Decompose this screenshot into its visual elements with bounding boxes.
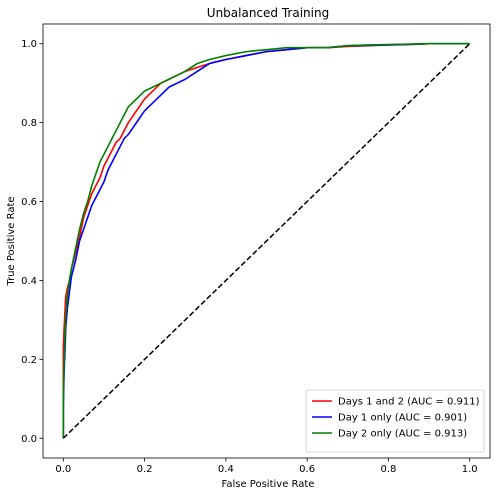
legend-entry-label: Day 2 only (AUC = 0.913) <box>338 429 467 440</box>
y-tick-label: 1.0 <box>21 39 37 50</box>
y-tick-label: 0.8 <box>21 118 37 129</box>
legend-entry-label: Days 1 and 2 (AUC = 0.911) <box>338 397 480 408</box>
legend-entry-label: Day 1 only (AUC = 0.901) <box>338 413 467 424</box>
chance-diagonal-line <box>62 43 471 439</box>
y-tick-label: 0.4 <box>21 276 37 287</box>
series-line-3 <box>62 42 470 439</box>
x-axis-label: False Positive Rate <box>222 479 315 490</box>
y-tick-label: 0.2 <box>21 355 37 366</box>
plot-area: 0.0 0.2 0.4 0.6 0.8 1.0 0.0 0.2 0.4 0.6 0.8 1.0 Days… <box>21 23 491 475</box>
axes-frame <box>42 23 491 459</box>
y-axis-label: True Positive Rate <box>6 196 17 286</box>
x-tick-label: 0.0 <box>55 464 71 475</box>
x-tick-label: 0.6 <box>299 464 315 475</box>
x-tick-label: 0.2 <box>137 464 153 475</box>
chart-title: Unbalanced Training <box>207 6 329 20</box>
y-tick-label: 0.0 <box>21 434 37 445</box>
x-tick-label: 0.8 <box>380 464 396 475</box>
series-line-2 <box>62 42 470 439</box>
x-tick-label: 0.4 <box>218 464 234 475</box>
y-tick-label: 0.6 <box>21 197 37 208</box>
legend-box <box>305 389 485 453</box>
x-tick-label: 1.0 <box>462 464 478 475</box>
